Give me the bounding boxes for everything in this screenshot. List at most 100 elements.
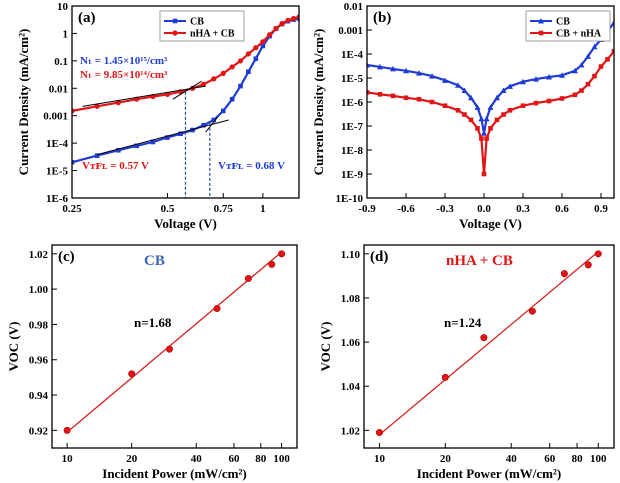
- legend-marker: [172, 30, 178, 36]
- x-tick-label: 80: [255, 453, 267, 465]
- y-tick-label: 1.00: [29, 284, 49, 296]
- legend-marker: [172, 18, 178, 24]
- x-tick-label: 60: [229, 453, 241, 465]
- data-point: [220, 70, 226, 76]
- y-tick-label: 1.08: [341, 293, 361, 305]
- x-tick-label: 0.25: [62, 203, 82, 215]
- y-tick-label: 0.98: [29, 319, 49, 331]
- x-tick-label: 0.75: [214, 203, 234, 215]
- data-point: [367, 90, 370, 95]
- data-point: [238, 83, 243, 89]
- data-point: [266, 32, 273, 38]
- data-point: [481, 130, 487, 136]
- x-tick-label: 0.0: [477, 203, 491, 215]
- data-point: [390, 93, 396, 99]
- panel-label: (a): [78, 10, 96, 26]
- data-point: [116, 147, 121, 153]
- chart-panel-c: 10 20 40 60 80 100 0.92 0.94 0.96 0.98 1.00 1.02 Inc…: [6, 244, 298, 481]
- data-point: [479, 136, 484, 141]
- data-point: [578, 61, 585, 68]
- data-point: [533, 100, 539, 106]
- y-tick-label: 1E-8: [341, 145, 364, 157]
- data-point: [253, 56, 259, 61]
- chart-panel-d: 10 20 40 60 80 100 1.02 1.04 1.06 1.08 1.10 Inciden…: [318, 244, 615, 481]
- y-tick-label: 1E-5: [341, 73, 364, 85]
- x-tick-label: 10: [374, 453, 386, 465]
- data-point: [584, 261, 592, 269]
- data-point: [592, 73, 597, 79]
- data-point: [494, 117, 500, 123]
- x-tick-label: 60: [544, 453, 556, 465]
- y-tick-label: 0.01: [344, 1, 363, 13]
- data-point: [475, 126, 480, 131]
- data-point: [484, 136, 489, 141]
- fit-line-ohmic-cb: [96, 119, 229, 156]
- data-point: [290, 15, 297, 22]
- plot-area: [72, 14, 299, 198]
- legend-marker: [538, 18, 544, 24]
- data-point: [455, 108, 461, 113]
- data-point: [455, 82, 461, 88]
- legend-box: [159, 10, 245, 42]
- x-tick-label: 100: [273, 453, 290, 465]
- data-point: [481, 171, 487, 177]
- y-tick-label: 0.001: [43, 111, 68, 123]
- data-point: [229, 96, 235, 102]
- data-point: [598, 64, 604, 69]
- legend-marker: [538, 30, 544, 36]
- y-tick-label: 1E-7: [341, 121, 364, 133]
- data-point: [253, 45, 259, 51]
- y-tick-label: 1E-4: [341, 49, 364, 61]
- data-point: [533, 76, 539, 82]
- data-point: [559, 96, 565, 101]
- data-point: [285, 17, 291, 23]
- data-point: [273, 25, 279, 32]
- fit-line-tfl-cb: [205, 116, 219, 133]
- data-point: [474, 104, 481, 110]
- fit-line: [379, 251, 599, 436]
- data-point: [501, 112, 506, 117]
- plot-frame: [363, 244, 615, 449]
- data-point: [213, 305, 221, 313]
- data-point: [572, 67, 578, 74]
- panel-title: CB: [144, 253, 165, 269]
- data-point: [442, 103, 448, 109]
- data-point: [560, 270, 568, 278]
- data-point: [211, 76, 217, 82]
- data-point: [260, 43, 266, 49]
- data-point: [429, 73, 435, 79]
- data-point: [94, 103, 100, 109]
- data-point: [494, 94, 500, 101]
- legend-box: [525, 10, 611, 42]
- data-point: [461, 87, 468, 94]
- data-point: [367, 61, 370, 68]
- data-point: [487, 104, 494, 110]
- data-point: [200, 81, 207, 87]
- y-tick-label: 1.10: [341, 249, 361, 261]
- x-tick-label: 0.5: [161, 203, 175, 215]
- data-point: [178, 131, 183, 137]
- fit-line: [66, 251, 283, 433]
- data-point: [165, 345, 173, 353]
- data-point: [377, 91, 383, 97]
- x-tick-label: 0.9: [594, 203, 608, 215]
- data-point: [244, 275, 252, 283]
- data-point: [278, 250, 286, 258]
- plot-frame: [51, 244, 298, 449]
- data-point: [520, 103, 526, 109]
- data-point: [546, 74, 552, 80]
- x-tick-label: 80: [572, 453, 584, 465]
- legend-label: CB: [556, 17, 570, 28]
- data-point: [245, 51, 251, 57]
- data-point: [442, 77, 448, 83]
- y-tick-label: 1E-6: [341, 97, 364, 109]
- x-tick-label: -0.9: [358, 203, 376, 215]
- x-tick-label: 100: [590, 453, 607, 465]
- data-point: [246, 69, 251, 75]
- data-point: [211, 117, 217, 123]
- trap-density-nha: Nₜ = 9.85×10¹⁴/cm³: [80, 69, 168, 81]
- x-tick-label: 40: [191, 453, 203, 465]
- ideality-factor: n=1.24: [444, 315, 482, 330]
- y-tick-label: 1E-10: [336, 193, 364, 205]
